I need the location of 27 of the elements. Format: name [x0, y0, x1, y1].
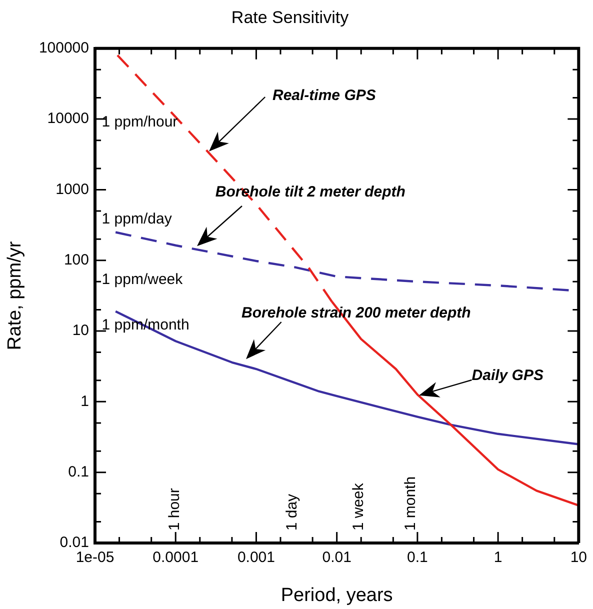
x-tick-label: 0.001	[237, 549, 275, 566]
y-axis-title: Rate, ppm/yr	[4, 240, 26, 350]
annotation: 1 week	[350, 482, 368, 531]
annotation: 1 hour	[166, 488, 183, 531]
y-tick-label: 100	[64, 252, 89, 269]
y-tick-label: 10	[72, 322, 89, 340]
y-tick-label: 0.1	[68, 463, 89, 480]
x-axis-title: Period, years	[280, 584, 393, 606]
y-tick-label: 1000	[56, 180, 89, 198]
annotation: 1 month	[402, 476, 419, 531]
x-tick-label: 0.1	[407, 549, 428, 566]
y-tick-label: 100000	[38, 40, 89, 57]
y-tick-label: 0.01	[60, 534, 89, 552]
x-tick-label: 1	[494, 549, 502, 566]
chart-title: Rate Sensitivity	[231, 8, 350, 27]
x-tick-label: 1e-05	[76, 549, 114, 566]
annotation: 1 ppm/week	[102, 271, 184, 288]
annotation: Daily GPS	[472, 366, 544, 384]
x-tick-label: 10	[570, 549, 587, 566]
y-tick-label: 1	[80, 392, 89, 410]
x-tick-label: 0.0001	[152, 549, 199, 566]
annotation: 1 ppm/hour	[102, 114, 178, 131]
annotation: Real-time GPS	[272, 87, 376, 104]
annotation: 1 ppm/day	[102, 210, 172, 228]
annotation: 1 day	[283, 493, 300, 531]
x-tick-label: 0.01	[322, 549, 352, 566]
y-tick-label: 10000	[47, 110, 89, 128]
